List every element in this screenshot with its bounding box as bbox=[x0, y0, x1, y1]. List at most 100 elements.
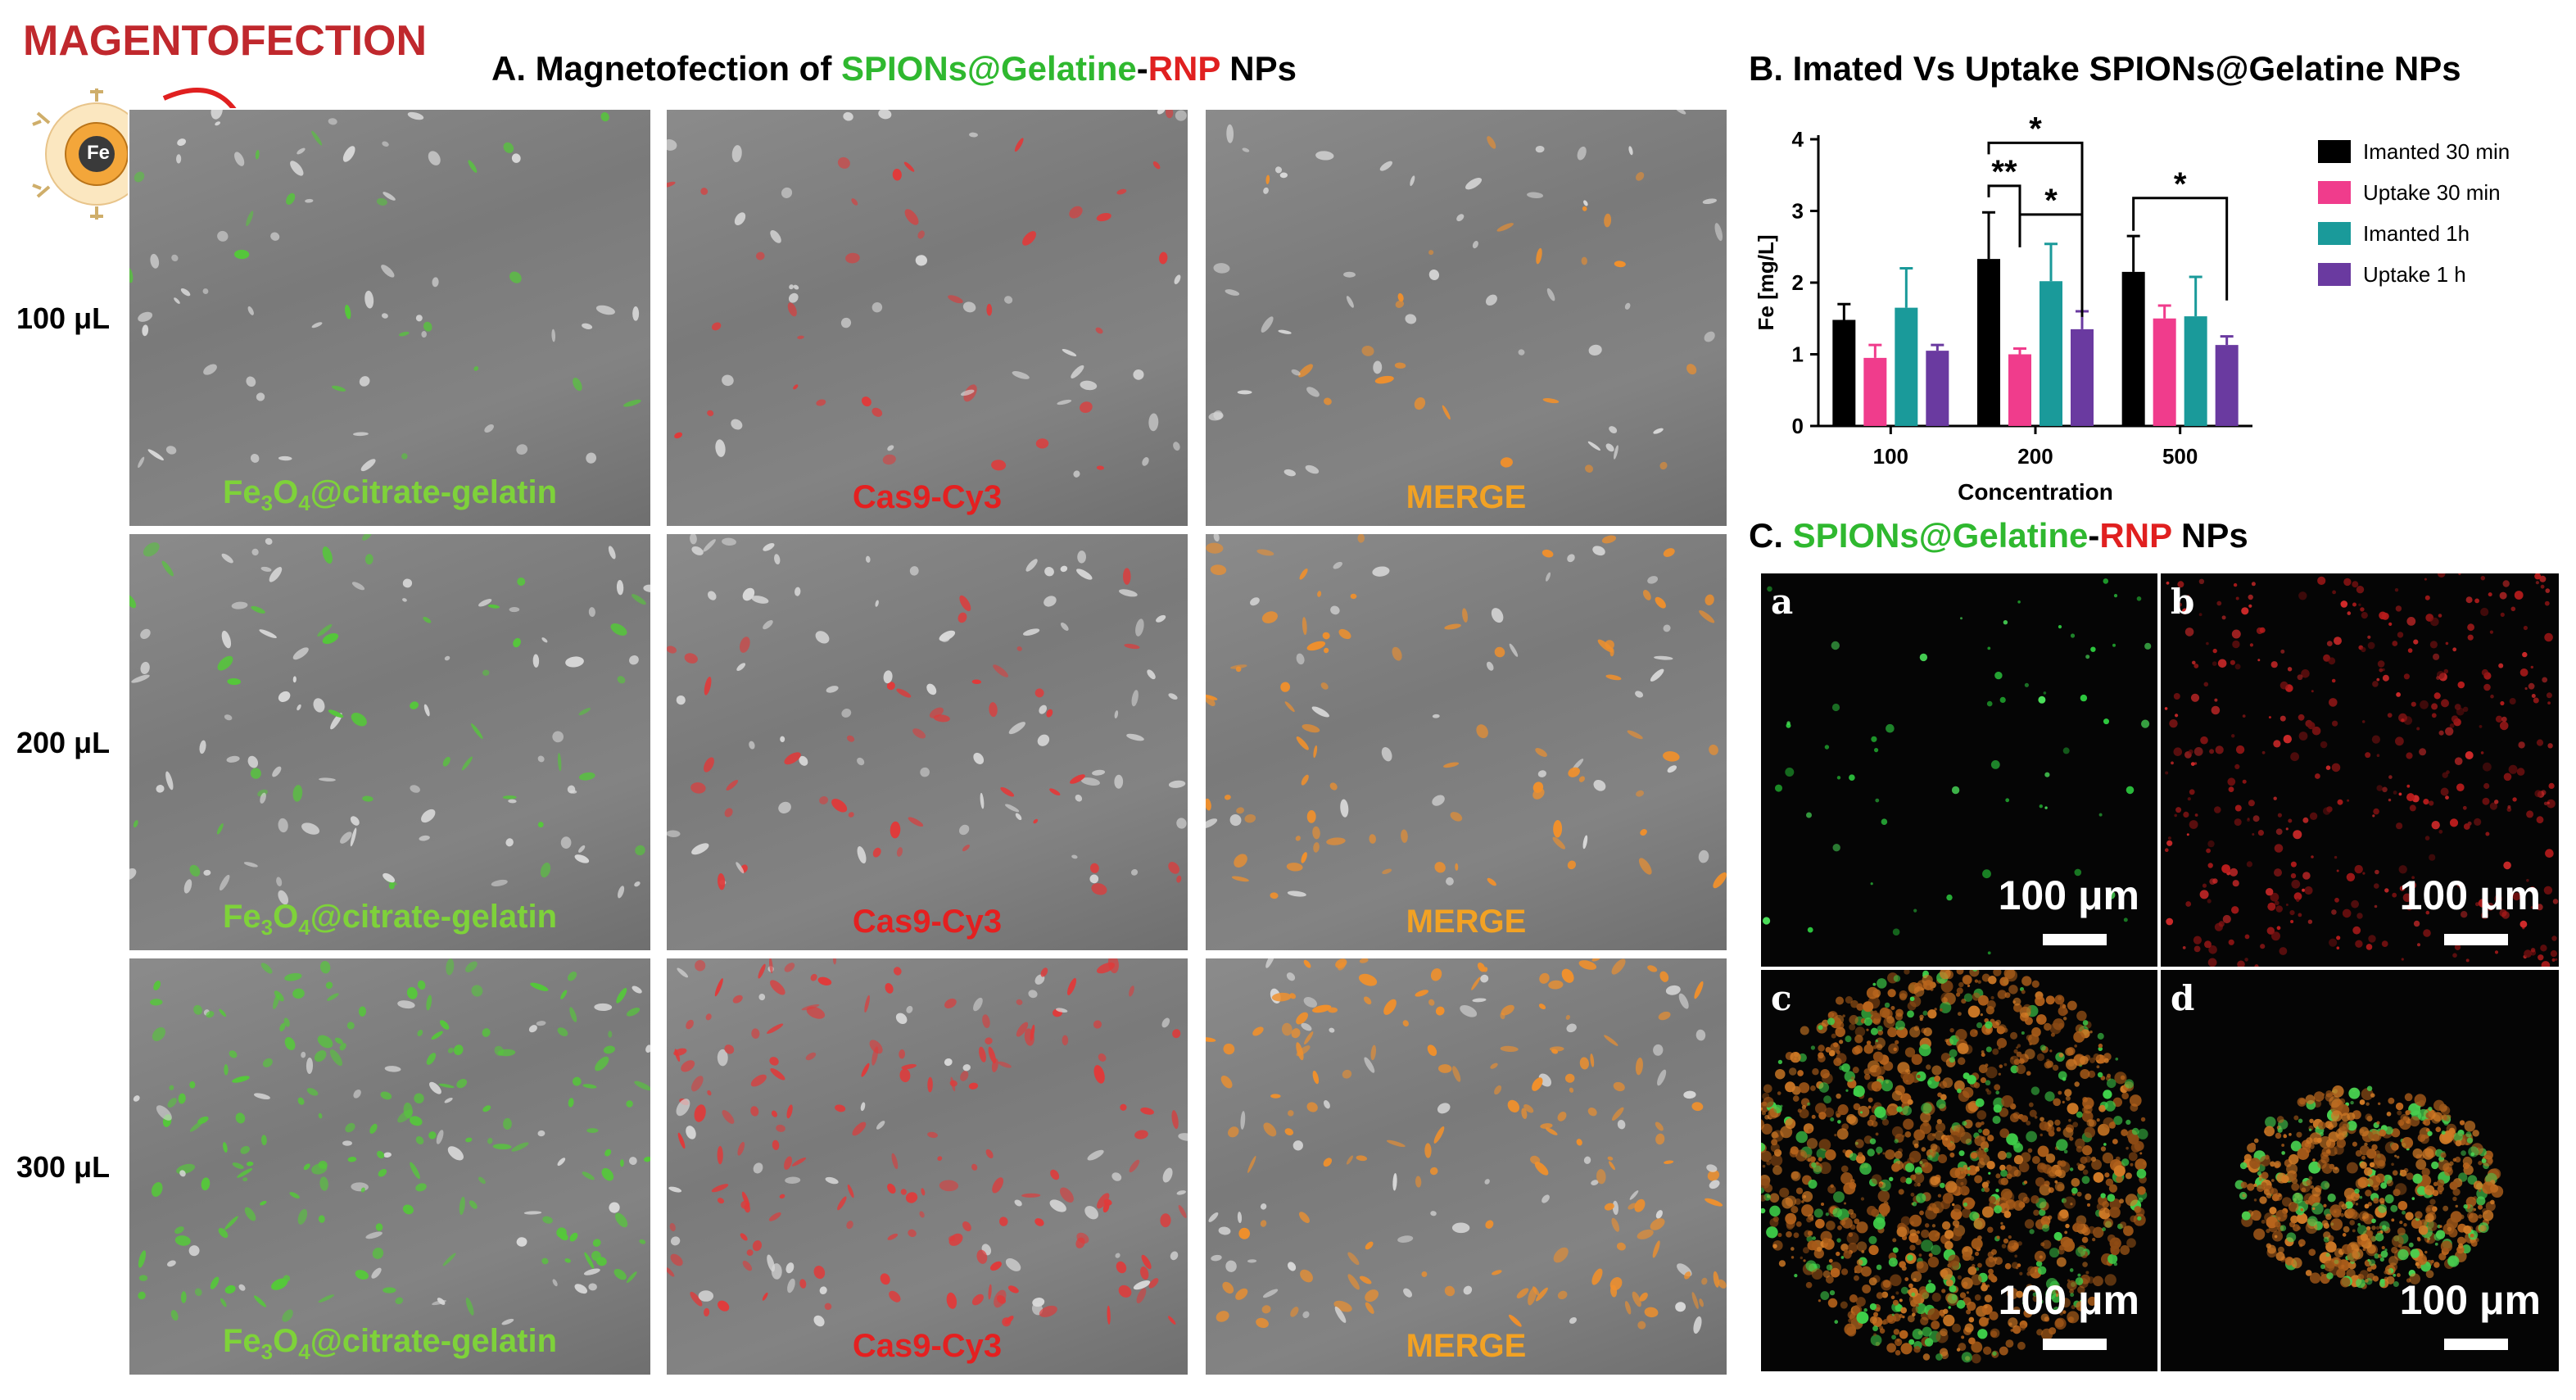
confocal-panel-b: b 100 μm bbox=[2161, 573, 2559, 967]
chart-legend: Imanted 30 min Uptake 30 min Imanted 1h Upt… bbox=[2318, 139, 2510, 287]
confocal-letter-d: d bbox=[2171, 978, 2195, 1018]
scale-label-a: 100 μm bbox=[1998, 872, 2139, 918]
x-axis-label: Concentration bbox=[1958, 479, 2113, 505]
sig-200-pink-purple-bracket bbox=[2018, 213, 2084, 317]
panel-c-title-suffix: NPs bbox=[2171, 516, 2248, 555]
panel-c-title: C. SPIONs@Gelatine-RNP NPs bbox=[1749, 516, 2248, 555]
scale-label-c: 100 μm bbox=[1998, 1277, 2139, 1323]
caption-part-green_mid: O bbox=[273, 474, 299, 510]
caption-part-green_sub1: 3 bbox=[260, 915, 274, 940]
caption-part-green_sub2: 4 bbox=[298, 491, 310, 515]
bar-uptake-30-min-500 bbox=[2153, 318, 2176, 426]
caption-part-green_post: @citrate-gelatin bbox=[310, 474, 558, 510]
chart-bars bbox=[1832, 211, 2239, 426]
caption-part-green_mid: O bbox=[273, 899, 299, 935]
caption-part-green_sub2: 4 bbox=[298, 915, 310, 940]
caption-part-green_post: @citrate-gelatin bbox=[310, 899, 558, 935]
legend-swatch bbox=[2318, 222, 2351, 245]
caption-cas9-cy3: Cas9-Cy3 bbox=[852, 1328, 1003, 1364]
panel-a-title-prefix: A. Magnetofection of bbox=[491, 49, 841, 88]
caption-part-green_sub2: 4 bbox=[298, 1339, 310, 1364]
caption-merge: MERGE bbox=[1406, 479, 1527, 515]
x-tick-label: 500 bbox=[2162, 444, 2198, 469]
legend-swatch bbox=[2318, 140, 2351, 163]
confocal-image-d bbox=[2234, 1085, 2504, 1289]
bar-uptake-1-h-100 bbox=[1926, 351, 1949, 426]
sig-200-black-pink-bracket bbox=[1987, 184, 2021, 219]
x-tick-label: 100 bbox=[1873, 444, 1908, 469]
chart-axes: 0 1 2 3 4 Fe [mg/L] 100 200 500 Concentration bbox=[1754, 127, 2252, 505]
panel-a-title-red: RNP bbox=[1148, 49, 1220, 88]
fe-label: Fe bbox=[87, 142, 111, 164]
tile-red-row1: Cas9-Cy3 bbox=[665, 108, 1189, 528]
scale-label-d: 100 μm bbox=[2399, 1277, 2541, 1323]
chart-significance: **** * bbox=[1987, 111, 2229, 317]
tile-green-row3: Fe3O4@citrate-gelatin bbox=[128, 957, 652, 1376]
caption-cas9-cy3: Cas9-Cy3 bbox=[852, 479, 1003, 515]
confocal-letter-a: a bbox=[1771, 582, 1794, 622]
y-tick-label: 3 bbox=[1792, 199, 1804, 224]
y-tick-label: 2 bbox=[1792, 270, 1804, 295]
tile-merge-row2: MERGE bbox=[1204, 532, 1728, 952]
confocal-panel-c: c 100 μm bbox=[1761, 970, 2157, 1371]
tile-green-row2: Fe3O4@citrate-gelatin bbox=[128, 532, 652, 952]
bar-imanted-1h-500 bbox=[2184, 316, 2207, 426]
bar-uptake-1-h-200 bbox=[2071, 328, 2094, 426]
tile-texture bbox=[1206, 958, 1727, 1334]
legend-swatch bbox=[2318, 263, 2351, 286]
caption-part-green_pre: Fe bbox=[222, 474, 261, 510]
sig-500-black-purple-label: * bbox=[2174, 166, 2187, 202]
caption-part-green_pre: Fe bbox=[222, 1323, 261, 1359]
panel-a-title: A. Magnetofection of SPIONs@Gelatine-RNP… bbox=[491, 49, 1297, 88]
scale-bar-a bbox=[2043, 934, 2107, 945]
tile-texture bbox=[133, 958, 650, 1325]
tile-red-row2: Cas9-Cy3 bbox=[665, 532, 1189, 952]
scale-bar-d bbox=[2444, 1339, 2508, 1350]
caption-part-green_sub1: 3 bbox=[260, 491, 274, 515]
panel-a-title-dash: - bbox=[1136, 49, 1148, 88]
sig-200-black-purple-bracket bbox=[1987, 141, 2084, 250]
tile-texture bbox=[1206, 534, 1727, 899]
panel-c-title-red: RNP bbox=[2099, 516, 2172, 555]
tile-merge-row1: MERGE bbox=[1204, 108, 1728, 528]
caption-fe3o4-citrate-gelatin: Fe3O4@citrate-gelatin bbox=[129, 474, 650, 516]
row-label-300: 300 μL bbox=[16, 1150, 111, 1184]
confocal-image-a bbox=[1763, 578, 2152, 955]
tile-texture bbox=[667, 534, 1187, 895]
scale-label-b: 100 μm bbox=[2399, 872, 2541, 918]
y-tick-label: 1 bbox=[1792, 342, 1804, 367]
tile-green-row1: Fe3O4@citrate-gelatin bbox=[128, 108, 652, 528]
scale-bar-b bbox=[2444, 934, 2508, 945]
bar-imanted-1h-100 bbox=[1895, 307, 1918, 426]
tile-merge-row3: MERGE bbox=[1204, 957, 1728, 1376]
bar-imanted-30-min-200 bbox=[1977, 259, 2000, 426]
panel-c-title-prefix: C. bbox=[1749, 516, 1793, 555]
tile-texture bbox=[1208, 110, 1723, 477]
y-tick-label: 0 bbox=[1792, 414, 1804, 438]
confocal-letter-b: b bbox=[2171, 582, 2195, 622]
scale-bar-c bbox=[2043, 1339, 2107, 1350]
panel-b-title: B. Imated Vs Uptake SPIONs@Gelatine NPs bbox=[1749, 49, 2461, 88]
legend-label: Uptake 30 min bbox=[2363, 180, 2501, 205]
tile-texture bbox=[667, 110, 1187, 478]
y-tick-label: 4 bbox=[1792, 127, 1804, 152]
panel-c-title-green: SPIONs@Gelatine bbox=[1792, 516, 2089, 555]
confocal-letter-c: c bbox=[1771, 978, 1792, 1018]
caption-part-green_post: @citrate-gelatin bbox=[310, 1323, 558, 1359]
caption-merge: MERGE bbox=[1406, 1328, 1527, 1364]
tile-red-row3: Cas9-Cy3 bbox=[665, 957, 1189, 1376]
caption-fe3o4-citrate-gelatin: Fe3O4@citrate-gelatin bbox=[129, 899, 650, 940]
confocal-panel-d: d 100 μm bbox=[2161, 970, 2559, 1371]
magnetofection-title: MAGENTOFECTION bbox=[23, 17, 428, 65]
bar-uptake-30-min-100 bbox=[1863, 357, 1887, 426]
panel-a-title-green: SPIONs@Gelatine bbox=[840, 49, 1137, 88]
bar-imanted-1h-200 bbox=[2040, 281, 2062, 426]
legend-swatch bbox=[2318, 181, 2351, 204]
legend-label: Uptake 1 h bbox=[2363, 262, 2466, 287]
sig-200-pink-purple-label: * bbox=[2044, 183, 2058, 219]
x-tick-label: 200 bbox=[2017, 444, 2053, 469]
bar-uptake-30-min-200 bbox=[2008, 354, 2031, 426]
legend-label: Imanted 30 min bbox=[2363, 139, 2510, 164]
legend-label: Imanted 1h bbox=[2363, 221, 2470, 246]
